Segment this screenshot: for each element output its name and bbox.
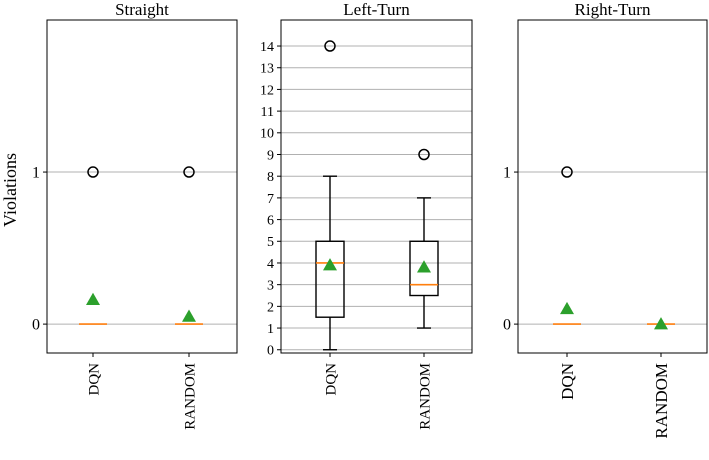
y-tick-label: 13 — [260, 62, 274, 77]
y-tick-label: 6 — [267, 213, 274, 228]
mean-marker — [560, 301, 574, 315]
y-tick-label: 5 — [267, 235, 274, 250]
x-tick-label: RANDOM — [652, 363, 671, 439]
plot-frame — [46, 19, 238, 354]
mean-marker — [417, 260, 431, 273]
panel-right-turn: 0 1 Right-Turn DQN RANDOM — [503, 0, 708, 439]
y-tick-label: 1 — [267, 322, 274, 337]
panel-title: Right-Turn — [575, 0, 651, 19]
panel-straight: 0 1 Straight DQN RANDOM — [32, 0, 238, 430]
y-tick-label: 1 — [32, 165, 40, 182]
y-tick-label: 8 — [267, 170, 274, 185]
plot-frame — [280, 19, 473, 354]
mean-marker — [86, 292, 100, 306]
y-tick-label: 12 — [260, 83, 274, 98]
outlier-point — [561, 166, 573, 178]
y-tick-label: 0 — [503, 317, 511, 334]
y-tick-label: 14 — [260, 40, 274, 55]
y-tick-label: 7 — [267, 192, 274, 207]
panel-title: Straight — [115, 0, 169, 19]
mean-marker — [323, 258, 337, 271]
y-tick-label: 10 — [260, 127, 274, 142]
y-tick-label: 0 — [32, 317, 40, 334]
y-tick-label: 2 — [267, 300, 274, 315]
outlier-point — [324, 40, 336, 52]
y-tick-label: 1 — [503, 165, 511, 182]
x-tick-label: DQN — [323, 363, 339, 396]
x-tick-label: DQN — [558, 363, 577, 400]
outlier-point — [418, 148, 430, 161]
y-tick-label: 3 — [267, 279, 274, 294]
x-tick-label: RANDOM — [417, 363, 433, 430]
panel-title: Left-Turn — [343, 0, 410, 19]
box-iqr — [315, 240, 345, 318]
outlier-point — [87, 166, 99, 178]
y-tick-label: 9 — [267, 148, 274, 163]
mean-marker — [654, 317, 668, 330]
x-tick-label: RANDOM — [182, 363, 198, 430]
box-iqr — [409, 240, 439, 297]
y-axis-label: Violations — [0, 153, 20, 227]
plot-frame — [517, 19, 708, 354]
y-tick-label: 11 — [261, 105, 274, 120]
x-tick-label: DQN — [86, 363, 102, 396]
y-tick-label: 0 — [267, 344, 274, 359]
y-tick-label: 4 — [267, 257, 274, 272]
mean-marker — [182, 309, 196, 322]
outlier-point — [183, 166, 195, 178]
